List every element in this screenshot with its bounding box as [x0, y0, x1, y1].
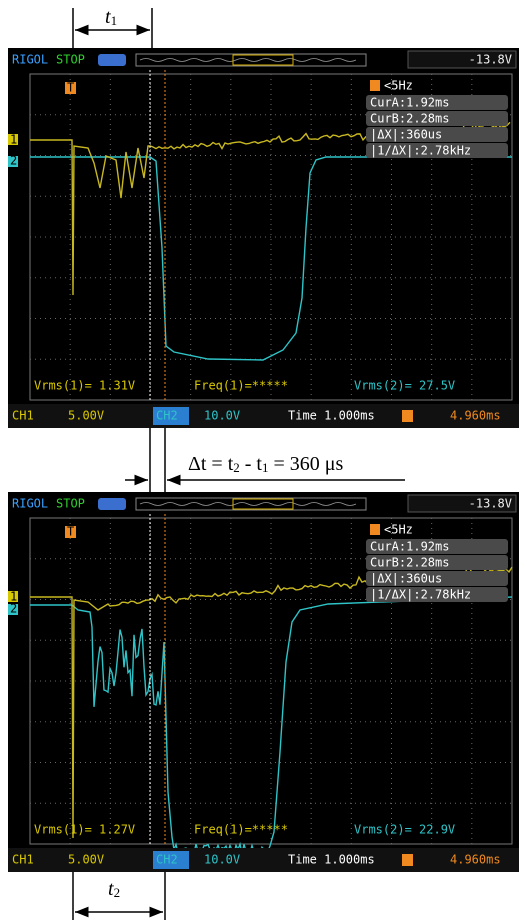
cursor-readout: |ΔX|:360us — [370, 128, 442, 142]
t1-subscript: 1 — [111, 13, 118, 28]
ch2-label: CH2 — [156, 409, 178, 423]
measurement: Vrms(1)= 1.31V — [34, 379, 135, 393]
measurement: Vrms(2)= 22.9V — [354, 823, 455, 837]
cursor-readout: CurA:1.92ms — [370, 540, 449, 554]
trigger-marker: T — [67, 81, 74, 95]
trig-offset: 4.960ms — [450, 853, 501, 867]
offset-icon — [402, 410, 413, 422]
run-status: STOP — [56, 497, 85, 511]
timebase: Time 1.000ms — [288, 853, 375, 867]
ch1-scale: 5.00V — [68, 409, 104, 423]
freq-icon — [370, 80, 380, 91]
trigger-marker: T — [67, 525, 74, 539]
delta-part: Δt = t — [188, 453, 234, 475]
ch2-scale: 10.0V — [204, 409, 240, 423]
cursor-readout: CurA:1.92ms — [370, 96, 449, 110]
ch1-scale: 5.00V — [68, 853, 104, 867]
cursor-readout: |1/ΔX|:2.78kHz — [370, 588, 471, 602]
ch2-marker: 2 — [10, 154, 17, 168]
delta-label: Δt = t2 - t1 = 360 μs — [188, 453, 343, 475]
ch1-marker: 1 — [10, 133, 17, 147]
trigger-level: -13.8V — [469, 497, 512, 511]
delta-part: - t — [240, 453, 263, 475]
brand: RIGOL — [12, 497, 48, 511]
t2-label: t2 — [108, 878, 120, 900]
ch1-label: CH1 — [12, 853, 34, 867]
ch2-label: CH2 — [156, 853, 178, 867]
freq-icon — [370, 524, 380, 535]
figure: t1 Δt = t2 - t1 = 360 μs t2 RIGOLSTOP-13… — [0, 0, 527, 924]
brand: RIGOL — [12, 53, 48, 67]
t1-label: t1 — [105, 6, 117, 28]
timebase: Time 1.000ms — [288, 409, 375, 423]
measurement: Vrms(2)= 27.5V — [354, 379, 455, 393]
oscilloscope-screen: RIGOL STOP -13.8V 1 2 T <5Hz CurA:1.92ms CurB:2.… — [8, 48, 519, 428]
measurement: Freq(1)=***** — [194, 379, 288, 393]
measurement: Freq(1)=***** — [194, 823, 288, 837]
measurement: Vrms(1)= 1.27V — [34, 823, 135, 837]
t2-subscript: 2 — [114, 885, 121, 900]
run-status: STOP — [56, 53, 85, 67]
memory-icon — [98, 54, 126, 66]
ch2-scale: 10.0V — [204, 853, 240, 867]
trigger-freq: <5Hz — [384, 79, 413, 93]
trig-offset: 4.960ms — [450, 409, 501, 423]
trigger-level: -13.8V — [469, 53, 512, 67]
delta-part: = 360 μs — [268, 453, 343, 475]
ch1-label: CH1 — [12, 409, 34, 423]
cursor-readout: CurB:2.28ms — [370, 556, 449, 570]
offset-icon — [402, 854, 413, 866]
cursor-readout: |1/ΔX|:2.78kHz — [370, 144, 471, 158]
ch2-marker: 2 — [10, 602, 17, 616]
cursor-readout: |ΔX|:360us — [370, 572, 442, 586]
memory-icon — [98, 498, 126, 510]
page: t1 Δt = t2 - t1 = 360 μs t2 RIGOLSTOP-13… — [0, 0, 527, 924]
trigger-freq: <5Hz — [384, 523, 413, 537]
cursor-readout: CurB:2.28ms — [370, 112, 449, 126]
